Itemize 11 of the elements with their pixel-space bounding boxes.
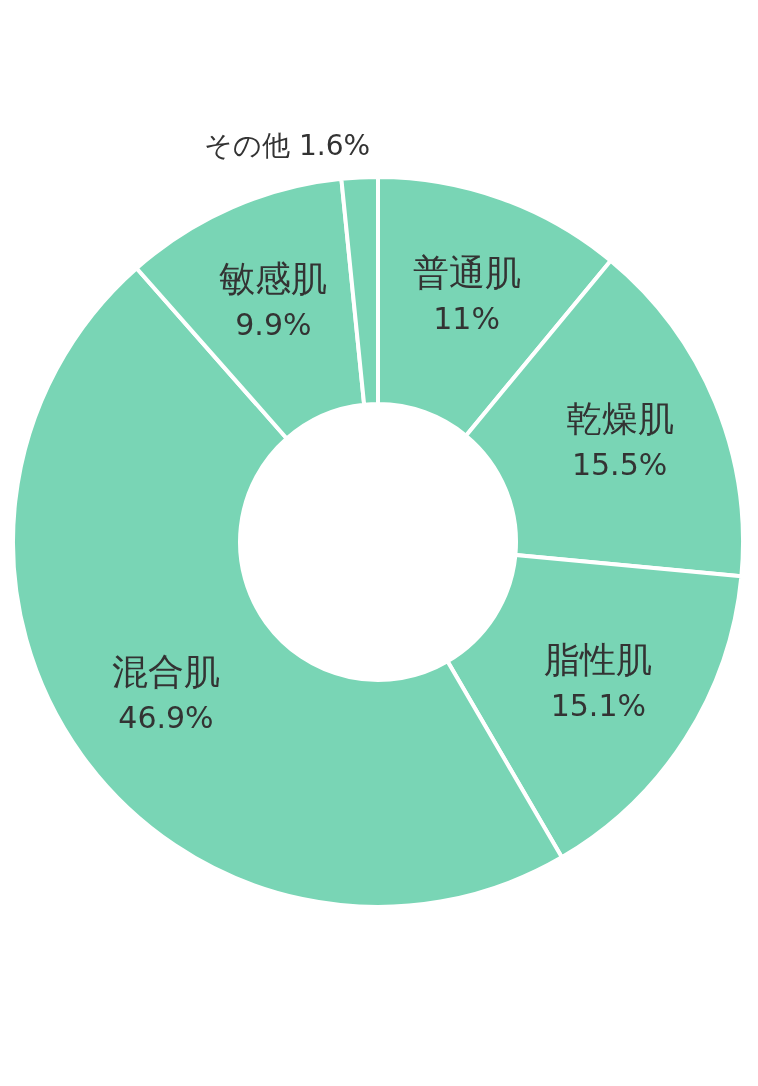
slice-label: 普通肌 [412, 251, 521, 293]
slice-label: 混合肌 [111, 651, 220, 693]
slice-label: その他 1.6% [204, 129, 371, 163]
data-label: 15.5% [571, 446, 668, 482]
data-label: 46.9% [118, 700, 214, 736]
slice-label: 敏感肌 [219, 258, 328, 300]
data-label: 11% [433, 300, 500, 336]
data-label: 9.9% [235, 307, 312, 343]
slice-label: 乾燥肌 [565, 397, 674, 439]
slice-label: 脂性肌 [544, 638, 653, 680]
data-label: 15.1% [550, 687, 647, 723]
